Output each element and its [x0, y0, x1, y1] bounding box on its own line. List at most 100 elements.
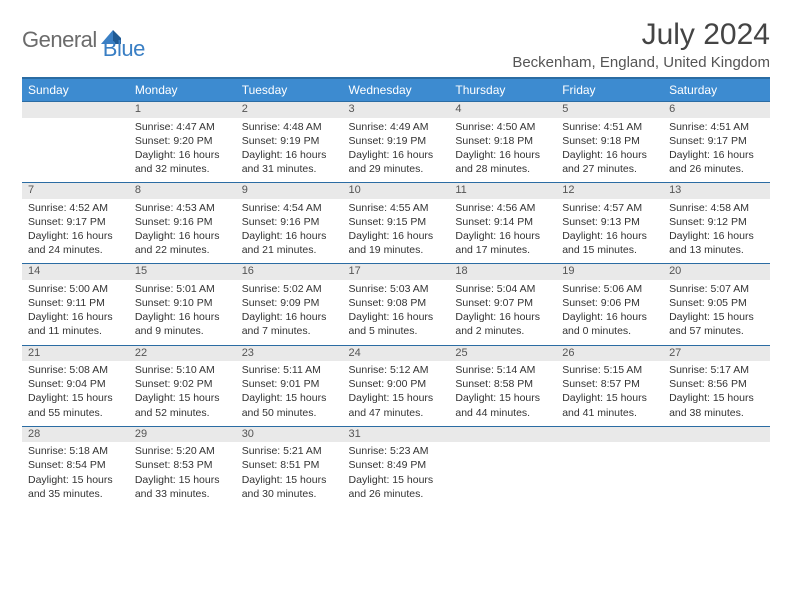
sunrise-text: Sunrise: 4:48 AM [242, 120, 337, 134]
sunrise-text: Sunrise: 5:12 AM [349, 363, 444, 377]
sunset-text: Sunset: 9:20 PM [135, 134, 230, 148]
day-number-cell: 19 [556, 264, 663, 280]
sunset-text: Sunset: 9:02 PM [135, 377, 230, 391]
sunrise-text: Sunrise: 4:51 AM [562, 120, 657, 134]
day-number-cell: 4 [449, 102, 556, 118]
sunrise-text: Sunrise: 5:04 AM [455, 282, 550, 296]
sunrise-text: Sunrise: 4:58 AM [669, 201, 764, 215]
daylight-text-line1: Daylight: 16 hours [135, 310, 230, 324]
day-header: Tuesday [236, 78, 343, 102]
daynum-row: 21222324252627 [22, 345, 770, 361]
sunrise-text: Sunrise: 5:01 AM [135, 282, 230, 296]
sunrise-text: Sunrise: 4:55 AM [349, 201, 444, 215]
sunset-text: Sunset: 9:12 PM [669, 215, 764, 229]
sunset-text: Sunset: 8:54 PM [28, 458, 123, 472]
daylight-text-line2: and 11 minutes. [28, 324, 123, 338]
day-content-cell: Sunrise: 5:08 AMSunset: 9:04 PMDaylight:… [22, 361, 129, 426]
daylight-text-line1: Daylight: 16 hours [242, 148, 337, 162]
day-content-cell: Sunrise: 4:51 AMSunset: 9:18 PMDaylight:… [556, 118, 663, 183]
content-row: Sunrise: 5:08 AMSunset: 9:04 PMDaylight:… [22, 361, 770, 426]
sunrise-text: Sunrise: 5:17 AM [669, 363, 764, 377]
sunset-text: Sunset: 9:17 PM [669, 134, 764, 148]
day-content-cell: Sunrise: 4:54 AMSunset: 9:16 PMDaylight:… [236, 199, 343, 264]
day-header: Wednesday [343, 78, 450, 102]
day-header: Thursday [449, 78, 556, 102]
day-number-cell: 1 [129, 102, 236, 118]
daylight-text-line1: Daylight: 15 hours [455, 391, 550, 405]
daylight-text-line2: and 15 minutes. [562, 243, 657, 257]
day-content-cell: Sunrise: 4:53 AMSunset: 9:16 PMDaylight:… [129, 199, 236, 264]
sunset-text: Sunset: 9:04 PM [28, 377, 123, 391]
day-content-cell: Sunrise: 4:52 AMSunset: 9:17 PMDaylight:… [22, 199, 129, 264]
daylight-text-line2: and 22 minutes. [135, 243, 230, 257]
day-content-cell: Sunrise: 5:10 AMSunset: 9:02 PMDaylight:… [129, 361, 236, 426]
sunrise-text: Sunrise: 4:49 AM [349, 120, 444, 134]
day-content-cell: Sunrise: 4:57 AMSunset: 9:13 PMDaylight:… [556, 199, 663, 264]
day-number-cell: 13 [663, 183, 770, 199]
day-content-cell: Sunrise: 4:48 AMSunset: 9:19 PMDaylight:… [236, 118, 343, 183]
calendar-table: SundayMondayTuesdayWednesdayThursdayFrid… [22, 77, 770, 507]
day-content-cell: Sunrise: 5:06 AMSunset: 9:06 PMDaylight:… [556, 280, 663, 345]
day-number-cell: 7 [22, 183, 129, 199]
day-number-cell: 28 [22, 426, 129, 442]
day-content-cell: Sunrise: 5:04 AMSunset: 9:07 PMDaylight:… [449, 280, 556, 345]
sunset-text: Sunset: 9:19 PM [349, 134, 444, 148]
day-number-cell: 21 [22, 345, 129, 361]
day-content-cell: Sunrise: 5:17 AMSunset: 8:56 PMDaylight:… [663, 361, 770, 426]
day-number-cell: 14 [22, 264, 129, 280]
sunrise-text: Sunrise: 5:21 AM [242, 444, 337, 458]
daylight-text-line2: and 52 minutes. [135, 406, 230, 420]
day-content-cell: Sunrise: 4:58 AMSunset: 9:12 PMDaylight:… [663, 199, 770, 264]
day-number-cell: 9 [236, 183, 343, 199]
daylight-text-line1: Daylight: 15 hours [135, 473, 230, 487]
daylight-text-line2: and 41 minutes. [562, 406, 657, 420]
day-number-cell: 30 [236, 426, 343, 442]
sunrise-text: Sunrise: 5:14 AM [455, 363, 550, 377]
day-header: Monday [129, 78, 236, 102]
sunrise-text: Sunrise: 5:03 AM [349, 282, 444, 296]
day-number-cell [556, 426, 663, 442]
day-number-cell: 2 [236, 102, 343, 118]
logo-text-general: General [22, 27, 97, 53]
sunrise-text: Sunrise: 5:15 AM [562, 363, 657, 377]
daylight-text-line2: and 35 minutes. [28, 487, 123, 501]
content-row: Sunrise: 4:52 AMSunset: 9:17 PMDaylight:… [22, 199, 770, 264]
daylight-text-line2: and 24 minutes. [28, 243, 123, 257]
daylight-text-line1: Daylight: 16 hours [242, 310, 337, 324]
sunrise-text: Sunrise: 4:52 AM [28, 201, 123, 215]
sunset-text: Sunset: 9:15 PM [349, 215, 444, 229]
sunset-text: Sunset: 8:49 PM [349, 458, 444, 472]
day-content-cell [663, 442, 770, 507]
daylight-text-line1: Daylight: 15 hours [669, 310, 764, 324]
daylight-text-line1: Daylight: 16 hours [349, 148, 444, 162]
sunset-text: Sunset: 9:13 PM [562, 215, 657, 229]
sunset-text: Sunset: 9:06 PM [562, 296, 657, 310]
day-number-cell: 24 [343, 345, 450, 361]
day-number-cell: 11 [449, 183, 556, 199]
daylight-text-line1: Daylight: 15 hours [28, 391, 123, 405]
daylight-text-line1: Daylight: 15 hours [349, 473, 444, 487]
day-number-cell: 31 [343, 426, 450, 442]
day-number-cell: 3 [343, 102, 450, 118]
daylight-text-line1: Daylight: 16 hours [455, 148, 550, 162]
sunset-text: Sunset: 9:17 PM [28, 215, 123, 229]
header: General Blue July 2024 Beckenham, Englan… [22, 18, 770, 71]
sunrise-text: Sunrise: 5:10 AM [135, 363, 230, 377]
daylight-text-line1: Daylight: 15 hours [669, 391, 764, 405]
sunrise-text: Sunrise: 4:57 AM [562, 201, 657, 215]
day-number-cell: 6 [663, 102, 770, 118]
daylight-text-line2: and 13 minutes. [669, 243, 764, 257]
logo: General Blue [22, 18, 145, 62]
sunrise-text: Sunrise: 5:02 AM [242, 282, 337, 296]
daylight-text-line2: and 33 minutes. [135, 487, 230, 501]
sunset-text: Sunset: 9:07 PM [455, 296, 550, 310]
daylight-text-line1: Daylight: 15 hours [349, 391, 444, 405]
day-number-cell: 15 [129, 264, 236, 280]
daynum-row: 78910111213 [22, 183, 770, 199]
day-content-cell: Sunrise: 4:47 AMSunset: 9:20 PMDaylight:… [129, 118, 236, 183]
sunset-text: Sunset: 8:53 PM [135, 458, 230, 472]
sunrise-text: Sunrise: 5:20 AM [135, 444, 230, 458]
sunset-text: Sunset: 8:51 PM [242, 458, 337, 472]
sunset-text: Sunset: 9:08 PM [349, 296, 444, 310]
daylight-text-line2: and 57 minutes. [669, 324, 764, 338]
